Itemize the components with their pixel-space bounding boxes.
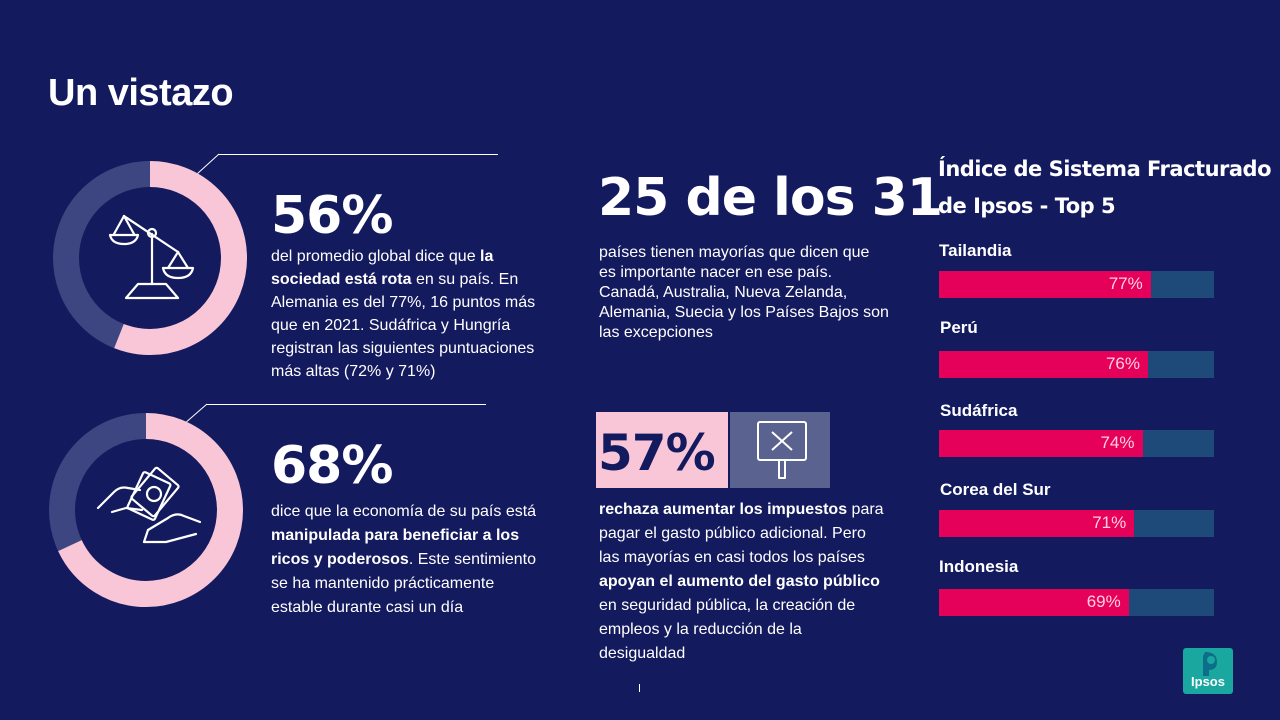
stat4-description: rechaza aumentar los impuestos para paga…	[599, 501, 884, 662]
protest-sign-x-icon	[757, 421, 807, 479]
stat4-value: 57%	[598, 424, 716, 482]
bar: 69%	[939, 589, 1129, 616]
donut-chart-68	[49, 413, 243, 607]
stat1-description: del promedio global dice que la sociedad…	[271, 248, 536, 380]
bar: 71%	[939, 510, 1135, 537]
connector-diagonal-1	[196, 153, 220, 175]
stat3-description: países tienen mayorías que dicen que es …	[599, 244, 889, 341]
stat2-description: dice que la economía de su país está man…	[271, 503, 537, 616]
bar-track: 76%	[939, 351, 1214, 378]
bar-value-label: 74%	[1100, 433, 1135, 452]
bar: 74%	[939, 430, 1143, 457]
bar-value-label: 69%	[1086, 592, 1121, 611]
connector-line-1	[218, 154, 498, 155]
stat4-icon-box	[730, 412, 830, 488]
bar-category-label: Indonesia	[939, 557, 1019, 576]
bar-category-label: Perú	[940, 318, 978, 337]
bar-category-label: Corea del Sur	[940, 480, 1051, 499]
bar-track: 71%	[939, 510, 1214, 537]
ipsos-logo: Ipsos	[1183, 648, 1233, 694]
stat1-value: 56%	[271, 186, 393, 246]
chart-title: Índice de Sistema Fracturado de Ipsos - …	[938, 151, 1278, 225]
bar: 77%	[939, 271, 1151, 298]
scales-icon	[108, 214, 195, 300]
page-title: Un vistazo	[48, 72, 234, 114]
money-hands-icon	[96, 466, 202, 544]
donut-chart-56	[53, 161, 247, 355]
connector-line-2	[206, 404, 486, 405]
bar-value-label: 71%	[1092, 513, 1127, 532]
bar-category-label: Sudáfrica	[940, 401, 1018, 420]
bar-track: 74%	[939, 430, 1214, 457]
bar-value-label: 76%	[1105, 354, 1140, 373]
chart-title-line-2: de Ipsos - Top 5	[938, 194, 1116, 218]
chart-title-line-1: Índice de Sistema Fracturado	[938, 157, 1272, 181]
logo-text: Ipsos	[1191, 674, 1225, 689]
connector-diagonal-2	[183, 403, 208, 425]
bar-category-label: Tailandia	[939, 241, 1012, 260]
stat3-value: 25 de los 31	[598, 168, 943, 228]
bar-track: 69%	[939, 589, 1214, 616]
bar: 76%	[939, 351, 1148, 378]
logo-mark-icon	[1203, 652, 1217, 676]
stat4-value-box	[596, 412, 728, 488]
bar-track: 77%	[939, 271, 1214, 298]
bar-value-label: 77%	[1108, 274, 1143, 293]
page-marker	[639, 684, 640, 692]
stat2-value: 68%	[271, 436, 393, 496]
